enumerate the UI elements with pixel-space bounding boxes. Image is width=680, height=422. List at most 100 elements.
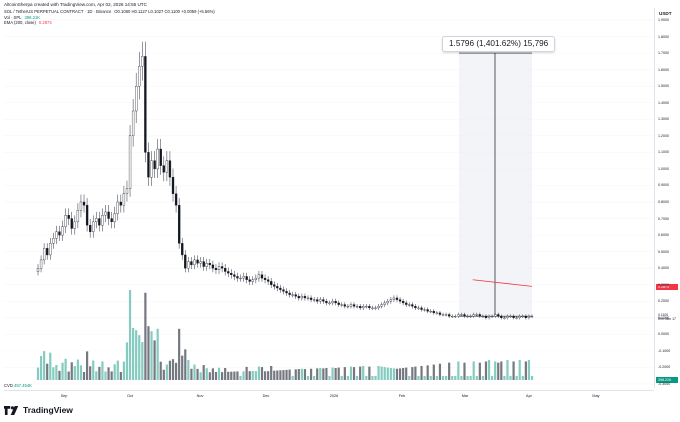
- candle-body: [481, 315, 485, 318]
- volume-bar: [98, 366, 101, 380]
- time-axis-label: Dec: [262, 394, 270, 398]
- volume-bar: [248, 371, 251, 380]
- candle-body: [107, 211, 110, 219]
- price-unit[interactable]: USDT: [659, 11, 672, 16]
- volume-bar: [233, 371, 236, 380]
- volume-bar: [478, 362, 481, 380]
- candle-body: [217, 266, 221, 271]
- volume-bar: [484, 361, 488, 380]
- volume-bar: [168, 360, 172, 380]
- price-axis-tick: 1.3000: [658, 117, 669, 122]
- volume-bar: [444, 376, 448, 380]
- volume-bar: [460, 376, 463, 380]
- candle-body: [101, 215, 104, 226]
- price-axis-tick: 1.9000: [658, 18, 669, 22]
- time-axis-label: Oct: [127, 394, 133, 398]
- volume-bar: [73, 366, 76, 380]
- volume-bar: [202, 365, 205, 380]
- price-axis-tick: -0.2000: [658, 365, 671, 370]
- candle-body: [494, 314, 497, 317]
- candle-body: [276, 286, 279, 289]
- candle-body: [463, 314, 466, 317]
- candle-body: [457, 314, 460, 317]
- volume-bar: [420, 366, 423, 380]
- candle-body: [325, 301, 328, 304]
- volume-bar: [214, 372, 218, 380]
- volume-bar: [230, 371, 233, 380]
- candle-body: [64, 215, 67, 227]
- volume-bar: [190, 368, 193, 380]
- candle-body: [515, 317, 518, 319]
- volume-bar: [343, 367, 346, 380]
- volume-row[interactable]: Vol · SPL 398.21K: [4, 15, 215, 21]
- price-axis[interactable]: USDT 0.2874 0.1100 09h 04m 17 398.21K 1.…: [654, 8, 680, 388]
- candle-body: [340, 304, 343, 306]
- candle-body: [165, 160, 169, 173]
- cvd-indicator-legend[interactable]: CVD 457.454K: [4, 383, 32, 388]
- price-axis-tick: 1.6000: [658, 67, 669, 72]
- price-range-measure-label[interactable]: 1.5796 (1,401.62%) 15,796: [442, 36, 556, 52]
- candle-body: [128, 135, 132, 189]
- volume-bar: [85, 351, 89, 380]
- price-axis-tick: 1.5000: [658, 84, 669, 89]
- volume-bar: [291, 376, 294, 380]
- volume-bar: [61, 362, 64, 380]
- candle-body: [487, 315, 491, 318]
- volume-bar: [58, 370, 61, 380]
- volume-bar: [132, 328, 135, 380]
- candle-body: [312, 299, 316, 301]
- price-axis-tick: 0.2000: [658, 299, 669, 304]
- brand-name: TradingView: [23, 405, 73, 415]
- volume-bar: [417, 376, 420, 380]
- candle-body: [322, 299, 325, 302]
- time-axis-label: Sep: [60, 394, 68, 398]
- symbol-row[interactable]: SOL / TetherUS PERPETUAL CONTRACT · 1D ·…: [4, 9, 215, 15]
- candle-body: [196, 259, 199, 264]
- volume-bar: [359, 366, 362, 380]
- ema-row[interactable]: EMA (200, close) 0.2874: [4, 20, 215, 26]
- volume-bar: [211, 368, 214, 380]
- candle-body: [294, 294, 297, 297]
- candle-body: [76, 210, 80, 223]
- last-price-tag: 0.1100 09h 04m 17: [656, 313, 679, 322]
- volume-bar: [297, 369, 300, 380]
- volume-bar: [138, 335, 141, 380]
- candle-body: [187, 261, 190, 269]
- candle-body: [343, 304, 346, 307]
- candle-body: [131, 110, 135, 136]
- candle-body: [125, 188, 129, 194]
- symbol-name[interactable]: SOL / TetherUS PERPETUAL CONTRACT · 1D ·…: [4, 9, 112, 14]
- candle-body: [147, 152, 150, 178]
- volume-bar: [267, 371, 270, 380]
- candle-body: [150, 160, 153, 178]
- volume-bar: [411, 367, 414, 380]
- volume-bar: [509, 376, 512, 380]
- volume-bar: [196, 368, 199, 380]
- candle-body: [414, 306, 417, 309]
- candle-body: [355, 306, 359, 308]
- volume-bar: [125, 342, 129, 380]
- volume-bar: [263, 371, 267, 380]
- candle-body: [162, 165, 165, 173]
- volume-bar: [128, 290, 132, 380]
- volume-bar: [356, 376, 359, 380]
- price-chart[interactable]: [4, 8, 654, 388]
- volume-bar: [181, 355, 184, 380]
- volume-bar: [79, 365, 83, 380]
- time-axis[interactable]: Sep Oct Nov Dec 2026 Feb Mar Apr May: [4, 390, 654, 401]
- candle-body: [337, 302, 340, 305]
- candle-body: [116, 201, 119, 214]
- volume-bar: [217, 367, 221, 380]
- candle-body: [503, 317, 506, 319]
- candle-body: [82, 201, 86, 206]
- candle-body: [260, 274, 264, 279]
- candle-body: [266, 279, 270, 282]
- volume-value: 398.21K: [24, 14, 41, 20]
- candle-body: [500, 315, 503, 318]
- volume-bar: [144, 292, 147, 380]
- candle-body: [171, 177, 175, 194]
- candle-body: [214, 268, 218, 271]
- volume-bar: [408, 376, 411, 380]
- volume-bar: [184, 349, 187, 380]
- candle-body: [331, 301, 334, 304]
